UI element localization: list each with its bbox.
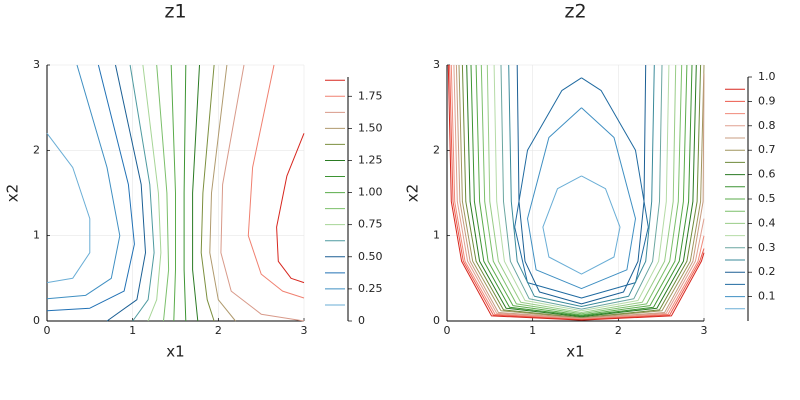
colorbar-tick-label: 0.1 <box>758 290 776 303</box>
colorbar-tick-label: 1.00 <box>358 186 383 199</box>
contour-line <box>508 64 655 307</box>
contour-line <box>183 64 187 322</box>
contour-line <box>516 64 647 305</box>
contour-line <box>466 64 697 318</box>
y-tick-label: 1 <box>33 229 40 242</box>
chart-title: z2 <box>564 1 586 23</box>
x-tick-label: 3 <box>701 324 708 337</box>
chart-title: z1 <box>164 1 186 23</box>
contour-line <box>447 64 705 321</box>
y-tick-label: 0 <box>433 314 440 327</box>
contour-line <box>209 64 236 322</box>
contour-line <box>170 64 176 322</box>
contour-line <box>449 64 705 321</box>
contour-line <box>220 64 305 322</box>
contour-line <box>129 64 155 322</box>
contour-line <box>200 64 215 322</box>
colorbar-tick-label: 0.50 <box>358 250 383 263</box>
x-tick-label: 0 <box>444 324 451 337</box>
x-tick-label: 2 <box>615 324 622 337</box>
contour-line <box>142 64 162 322</box>
y-axis-label: x2 <box>404 184 422 202</box>
y-tick-label: 1 <box>433 229 440 242</box>
contour-line <box>500 64 663 310</box>
contour-line <box>514 77 649 299</box>
x-axis-label: x1 <box>166 343 184 361</box>
colorbar-tick-label: 1.75 <box>358 89 383 102</box>
contour-line <box>475 64 688 316</box>
x-tick-label: 0 <box>44 324 51 337</box>
contour-line <box>156 64 170 322</box>
x-axis-label: x1 <box>566 343 584 361</box>
colorbar-tick-label: 0.2 <box>758 265 776 278</box>
colorbar-tick-label: 0.75 <box>358 218 383 231</box>
contour-line <box>247 64 305 299</box>
contour-line <box>527 107 636 290</box>
y-tick-label: 2 <box>433 143 440 156</box>
contour-line <box>453 64 705 320</box>
y-tick-label: 3 <box>33 58 40 71</box>
colorbar-tick-label: 0.4 <box>758 216 776 229</box>
x-tick-label: 2 <box>215 324 222 337</box>
contour-line <box>46 132 91 284</box>
colorbar-tick-label: 0.5 <box>758 192 776 205</box>
contour-line <box>106 64 146 322</box>
colorbar-tick-label: 0 <box>358 314 365 327</box>
colorbar-tick-label: 0.8 <box>758 119 776 132</box>
contour-line <box>46 64 121 300</box>
colorbar-tick-label: 1.0 <box>758 70 776 83</box>
y-axis-label: x2 <box>4 184 22 202</box>
contour-line <box>480 64 683 315</box>
colorbar-tick-label: 0.7 <box>758 143 776 156</box>
colorbar-tick-label: 1.50 <box>358 121 383 134</box>
contour-line <box>46 64 135 312</box>
colorbar-tick-label: 0.9 <box>758 94 776 107</box>
x-tick-label: 3 <box>301 324 308 337</box>
y-tick-label: 0 <box>33 314 40 327</box>
contour-line <box>192 64 200 322</box>
contour-line <box>493 64 670 312</box>
x-tick-label: 1 <box>129 324 136 337</box>
y-tick-label: 2 <box>33 143 40 156</box>
contour-line <box>470 64 693 317</box>
contour-line <box>276 133 305 284</box>
contour-line <box>486 64 677 313</box>
contour-line <box>458 64 705 319</box>
colorbar-tick-label: 0.3 <box>758 241 776 254</box>
y-tick-label: 3 <box>433 58 440 71</box>
colorbar-tick-label: 1.25 <box>358 153 383 166</box>
contour-line <box>542 175 621 275</box>
x-tick-label: 1 <box>529 324 536 337</box>
colorbar-tick-label: 0.6 <box>758 168 776 181</box>
contour-line <box>450 64 705 320</box>
colorbar-tick-label: 0.25 <box>358 282 383 295</box>
